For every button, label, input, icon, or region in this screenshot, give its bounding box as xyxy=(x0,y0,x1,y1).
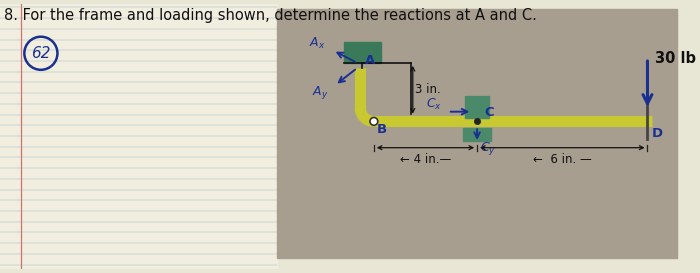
Text: A: A xyxy=(365,54,375,67)
Text: $C_x$: $C_x$ xyxy=(426,97,442,112)
Text: 30 lb: 30 lb xyxy=(655,51,696,66)
Bar xyxy=(466,96,489,117)
Text: $C_y$: $C_y$ xyxy=(480,140,496,157)
Text: D: D xyxy=(652,127,662,140)
Text: $A_x$: $A_x$ xyxy=(309,35,325,51)
Text: 8. For the frame and loading shown, determine the reactions at A and C.: 8. For the frame and loading shown, dete… xyxy=(4,8,537,23)
Text: ←  6 in. —: ← 6 in. — xyxy=(533,153,592,165)
Circle shape xyxy=(370,117,378,125)
Bar xyxy=(0,4,277,269)
Bar xyxy=(463,128,491,141)
Text: 3 in.: 3 in. xyxy=(415,83,440,96)
Text: 62: 62 xyxy=(31,46,50,61)
Bar xyxy=(277,10,677,258)
Text: B: B xyxy=(377,123,387,136)
Text: $A_y$: $A_y$ xyxy=(312,84,328,101)
Text: ← 4 in.—: ← 4 in.— xyxy=(400,153,451,165)
Bar xyxy=(344,41,381,63)
Text: C: C xyxy=(485,106,494,120)
